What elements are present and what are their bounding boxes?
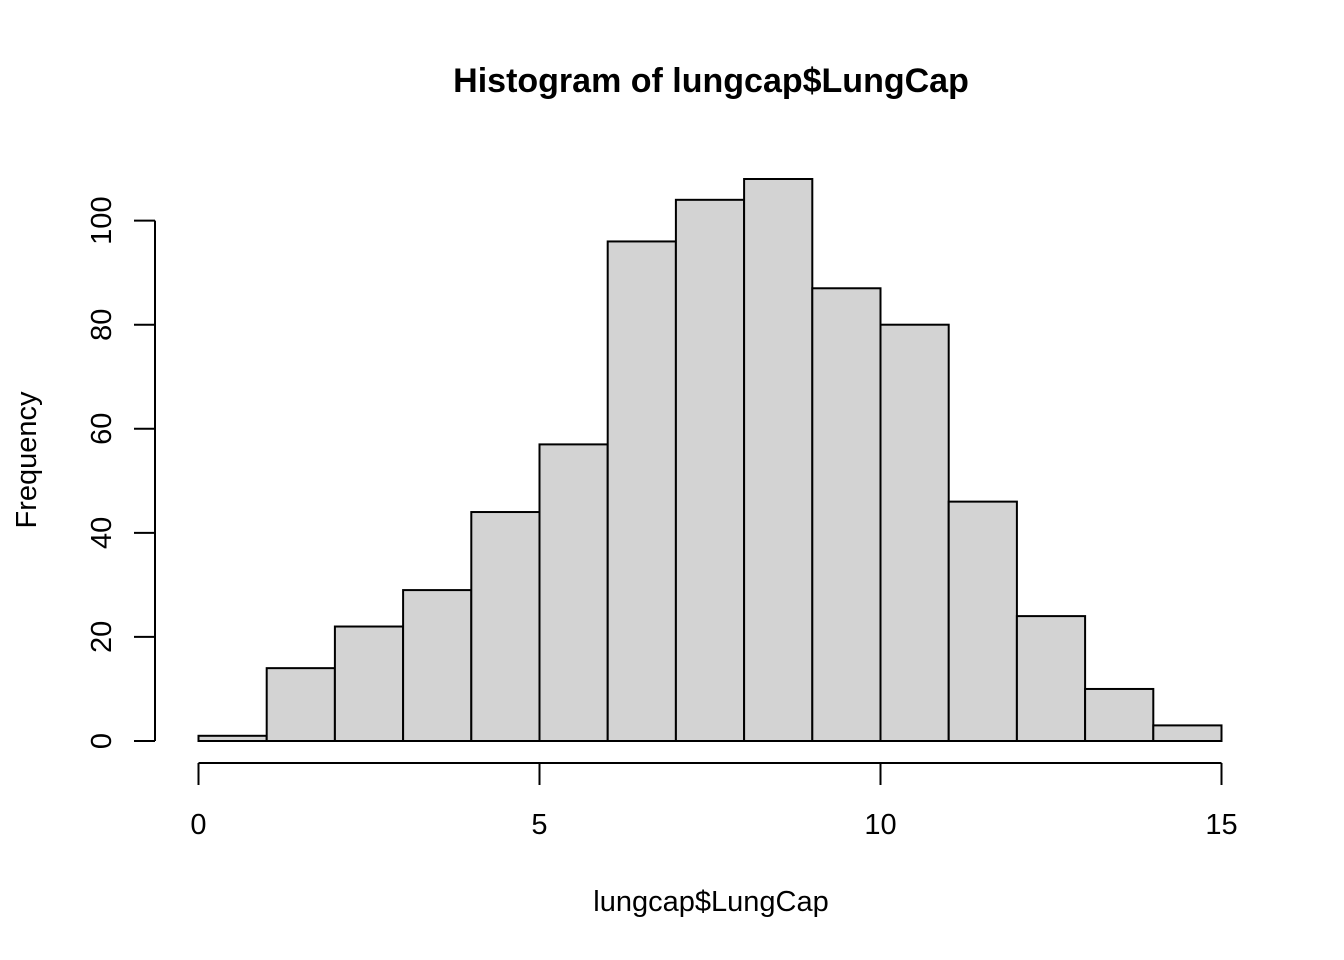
histogram-bar-4 [470,511,541,743]
y-tick-label: 20 [86,621,118,653]
histogram-bar-7 [674,198,746,742]
histogram-bar-1 [265,667,336,742]
y-axis: 0 20 40 60 80 100 [86,196,156,749]
histogram-bar-5 [538,443,609,742]
y-tick-label: 60 [86,413,118,445]
histogram-bar-8 [743,178,814,742]
histogram-bar-9 [811,287,882,742]
y-tick-label: 80 [86,309,118,341]
chart-title: Histogram of lungcap$LungCap [453,62,969,100]
histogram-bar-6 [606,240,677,742]
histogram-bar-11 [947,500,1018,743]
histogram-bar-12 [1015,615,1087,742]
histogram-bar-13 [1084,687,1155,742]
histogram-bar-2 [333,625,405,742]
y-tick-label: 100 [86,196,118,244]
x-axis: 0 5 10 15 [190,762,1238,841]
histogram-bar-14 [1152,724,1223,743]
x-axis-label: lungcap$LungCap [593,886,828,918]
x-tick-label: 10 [864,809,896,841]
histogram-bar-10 [879,323,950,742]
x-tick-label: 0 [190,809,206,841]
bars-layer [197,178,1223,743]
x-tick-label: 15 [1205,809,1237,841]
histogram-bar-0 [197,734,268,743]
y-tick-label: 0 [86,733,118,749]
y-tick-label: 40 [86,517,118,549]
x-tick-label: 5 [531,809,547,841]
y-axis-label: Frequency [11,391,43,529]
histogram-bar-3 [402,589,473,742]
